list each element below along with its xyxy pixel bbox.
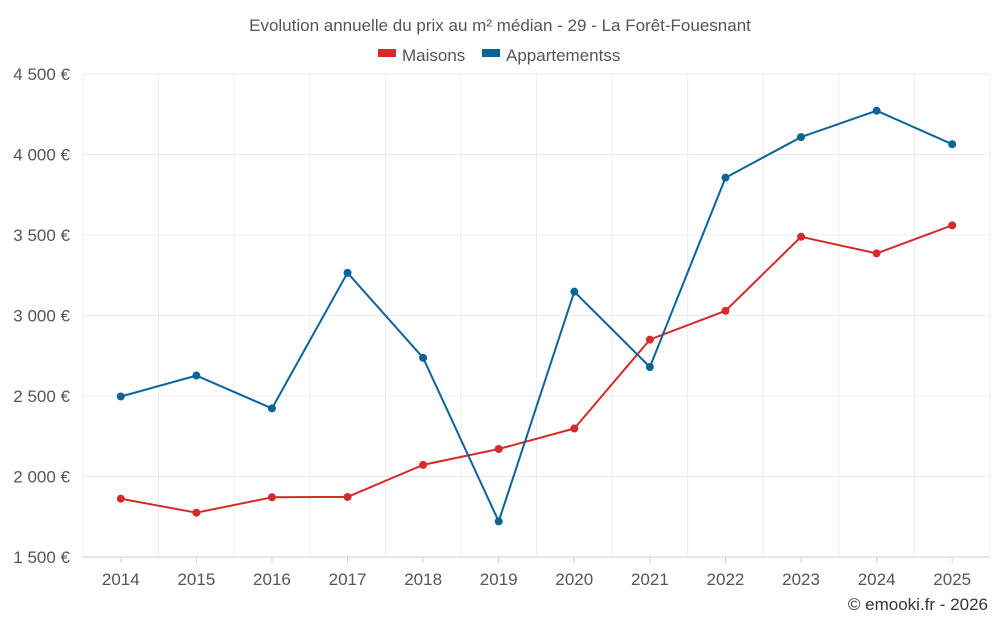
- data-point-appartementss[interactable]: [721, 173, 730, 182]
- y-tick-label: 3 000 €: [13, 307, 70, 326]
- data-point-maisons[interactable]: [419, 460, 428, 469]
- data-point-appartementss[interactable]: [419, 353, 428, 362]
- y-tick-label: 2 500 €: [13, 387, 70, 406]
- legend-swatch-appartementss: [482, 49, 500, 57]
- data-point-maisons[interactable]: [116, 494, 125, 503]
- x-tick-label: 2015: [177, 570, 215, 589]
- x-tick-label: 2024: [858, 570, 896, 589]
- x-axis: 2014 2015 2016 2017 2018 2019 2020 2021 2022 2023…: [102, 557, 971, 589]
- y-tick-label: 3 500 €: [13, 226, 70, 245]
- y-tick-label: 4 500 €: [13, 65, 70, 84]
- data-point-maisons[interactable]: [948, 221, 957, 230]
- x-tick-label: 2016: [253, 570, 291, 589]
- data-point-maisons[interactable]: [721, 306, 730, 315]
- data-point-appartementss[interactable]: [116, 392, 125, 401]
- data-point-appartementss[interactable]: [570, 287, 579, 296]
- y-tick-label: 2 000 €: [13, 468, 70, 487]
- data-point-appartementss[interactable]: [192, 371, 201, 380]
- data-point-appartementss[interactable]: [872, 106, 881, 115]
- x-tick-label: 2019: [480, 570, 518, 589]
- data-point-maisons[interactable]: [267, 493, 276, 502]
- data-point-appartementss[interactable]: [645, 363, 654, 372]
- legend-label-maisons[interactable]: Maisons: [402, 46, 465, 65]
- credit: © emooki.fr - 2026: [848, 595, 988, 614]
- series-line-appartementss[interactable]: [120, 109, 953, 523]
- x-tick-label: 2021: [631, 570, 669, 589]
- legend-swatch-maisons: [378, 49, 396, 57]
- x-tick-label: 2022: [707, 570, 745, 589]
- chart-title: Evolution annuelle du prix au m² médian …: [249, 16, 751, 35]
- legend-label-appartementss[interactable]: Appartementss: [506, 46, 620, 65]
- y-axis: 1 500 € 2 000 € 2 500 € 3 000 € 3 500 € 4 000…: [13, 65, 70, 567]
- series-line-maisons[interactable]: [120, 224, 953, 514]
- data-point-maisons[interactable]: [872, 249, 881, 258]
- x-tick-label: 2017: [329, 570, 367, 589]
- x-tick-label: 2023: [782, 570, 820, 589]
- data-point-appartementss[interactable]: [267, 404, 276, 413]
- grid: [82, 73, 991, 558]
- data-point-maisons[interactable]: [343, 492, 352, 501]
- data-point-maisons[interactable]: [797, 232, 806, 241]
- data-point-maisons[interactable]: [494, 444, 503, 453]
- legend[interactable]: Maisons Appartementss: [378, 46, 620, 65]
- data-point-maisons[interactable]: [570, 424, 579, 433]
- x-tick-label: 2020: [555, 570, 593, 589]
- y-tick-label: 1 500 €: [13, 548, 70, 567]
- data-point-appartementss[interactable]: [343, 268, 352, 277]
- data-point-maisons[interactable]: [645, 335, 654, 344]
- x-tick-label: 2025: [933, 570, 971, 589]
- x-tick-label: 2018: [404, 570, 442, 589]
- data-point-maisons[interactable]: [192, 508, 201, 517]
- x-tick-label: 2014: [102, 570, 140, 589]
- data-point-appartementss[interactable]: [948, 140, 957, 149]
- series-layer: [116, 106, 957, 526]
- data-point-appartementss[interactable]: [797, 133, 806, 142]
- data-point-appartementss[interactable]: [494, 517, 503, 526]
- y-tick-label: 4 000 €: [13, 146, 70, 165]
